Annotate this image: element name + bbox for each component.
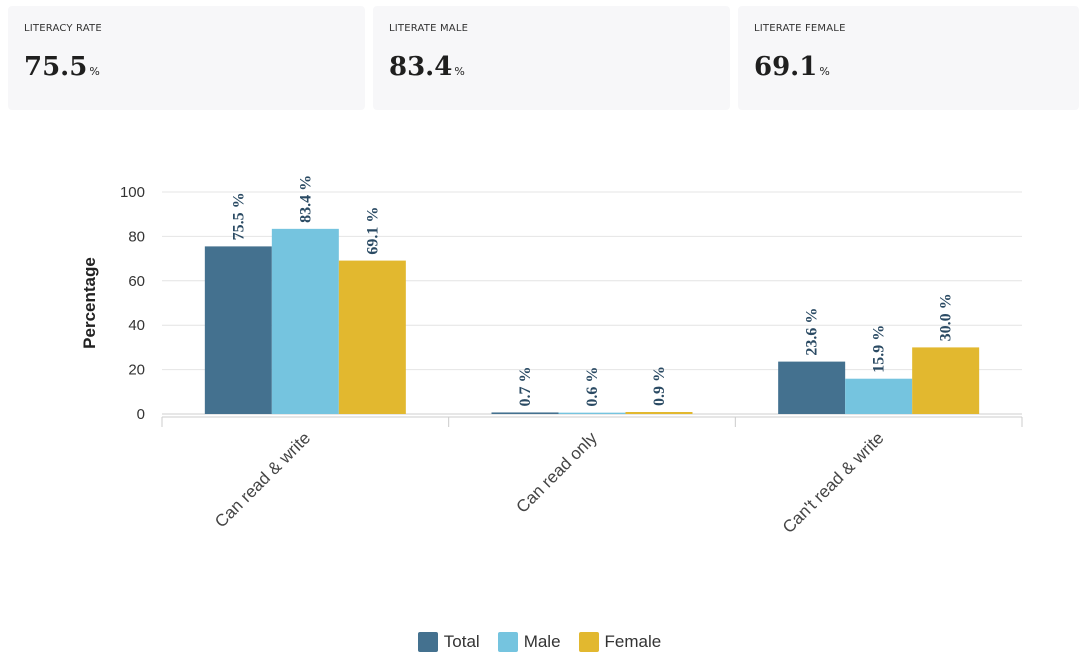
legend-label: Male — [523, 632, 561, 651]
x-tick-label: Can read only — [513, 428, 602, 517]
stat-label: LITERACY RATE — [24, 23, 102, 34]
data-label: 0.7 % — [517, 366, 534, 406]
bar-female — [625, 412, 693, 414]
data-label: 30.0 % — [938, 293, 955, 341]
bar-male — [558, 412, 626, 414]
y-tick-label: 20 — [128, 362, 145, 379]
y-tick-label: 60 — [128, 273, 145, 290]
stat-card-literate-female: LITERATE FEMALE 69.1% — [738, 6, 1079, 110]
y-tick-label: 80 — [128, 228, 145, 245]
stat-number: 75.5 — [24, 52, 88, 82]
legend-label: Total — [443, 632, 480, 651]
legend-item-total[interactable]: Total — [417, 632, 480, 652]
stat-unit: % — [454, 65, 465, 78]
stat-card-literate-male: LITERATE MALE 83.4% — [373, 6, 730, 110]
stat-number: 69.1 — [754, 52, 818, 82]
bar-chart: 0 20 40 60 80 100 Percentage Can read & write Ca… — [80, 175, 1023, 537]
legend-swatch — [497, 632, 518, 652]
data-label: 75.5 % — [230, 192, 247, 240]
y-tick-label: 100 — [120, 184, 145, 201]
x-tick-label: Can read & write — [211, 428, 314, 531]
stat-unit: % — [819, 65, 830, 78]
legend-item-female[interactable]: Female — [578, 632, 662, 652]
stat-value: 83.4% — [389, 52, 465, 82]
bar-total — [778, 361, 846, 414]
legend-label: Female — [604, 632, 662, 651]
data-label: 0.9 % — [651, 366, 668, 406]
y-tick-label: 0 — [137, 406, 145, 423]
x-tick-label: Can't read & write — [779, 428, 888, 537]
data-label: 0.6 % — [584, 367, 601, 407]
y-tick-label: 40 — [128, 317, 145, 334]
legend-swatch — [417, 632, 438, 652]
stat-card-literacy-rate: LITERACY RATE 75.5% — [8, 6, 365, 110]
bar-total — [204, 246, 272, 414]
bar-total — [491, 412, 559, 414]
legend-swatch — [578, 632, 599, 652]
chart-bars — [204, 228, 980, 414]
data-label: 15.9 % — [871, 325, 888, 373]
stat-label: LITERATE FEMALE — [754, 23, 846, 34]
data-label: 83.4 % — [297, 175, 314, 223]
bar-female — [338, 260, 406, 414]
stat-value: 75.5% — [24, 52, 100, 82]
stat-unit: % — [89, 65, 100, 78]
bar-male — [845, 378, 913, 414]
stat-label: LITERATE MALE — [389, 23, 469, 34]
data-labels: 75.5 % 83.4 % 69.1 % 0.7 % 0.6 % 0.9 % 23.6 % 1… — [230, 175, 954, 407]
stat-value: 69.1% — [754, 52, 830, 82]
bar-female — [912, 347, 980, 414]
bar-male — [271, 228, 339, 414]
data-label: 23.6 % — [804, 308, 821, 356]
legend-item-male[interactable]: Male — [497, 632, 561, 652]
data-label: 69.1 % — [364, 207, 381, 255]
y-axis-label: Percentage — [80, 257, 99, 349]
stats-row: LITERACY RATE 75.5% LITERATE MALE 83.4% … — [0, 0, 1079, 110]
stat-number: 83.4 — [389, 52, 453, 82]
chart-legend: Total Male Female — [0, 628, 1079, 656]
